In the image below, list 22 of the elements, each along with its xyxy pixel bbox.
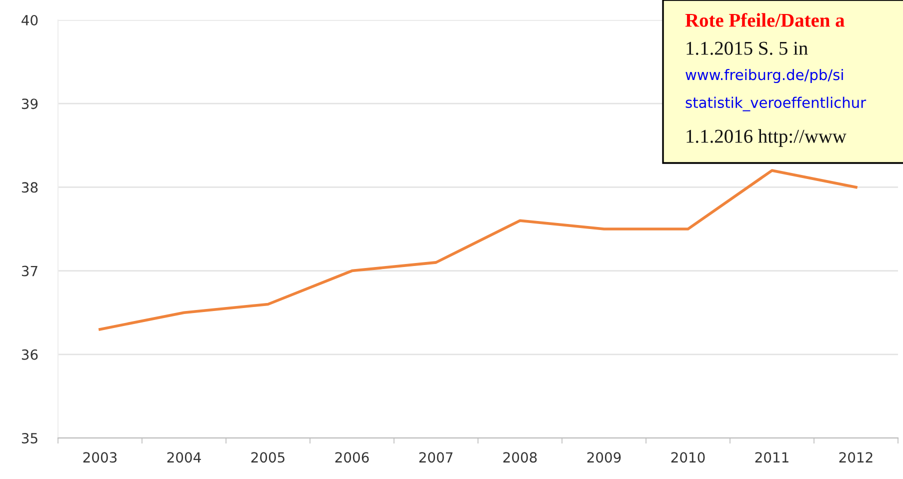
x-tick-label: 2009 [587,452,621,463]
annotation: 1.1.2016 http://www [686,129,846,147]
annotation: statistik_veroeffentlichur [686,96,866,112]
x-tick-label: 2003 [83,452,117,463]
annotation: www.freiburg.de/pb/si [686,68,843,84]
x-tick-label: 2012 [839,452,872,463]
annotation: Rote Pfeile/Daten a [685,12,845,27]
x-tick-label: 2006 [335,452,369,463]
x-tick-label: 2004 [167,452,201,463]
annotation: 1.1.2015 S. 5 in [686,42,808,55]
y-tick-label: 37 [22,266,38,276]
y-tick-label: 40 [22,14,38,26]
x-tick-label: 2010 [671,452,705,463]
y-tick-label: 39 [22,98,38,110]
x-tick-label: 2011 [755,452,788,463]
x-tick-label: 2007 [419,452,452,463]
y-tick-label: 38 [22,182,38,193]
y-tick-label: 35 [22,432,38,444]
y-tick-label: 36 [22,349,38,360]
line-series [98,169,858,331]
x-tick-label: 2008 [503,452,537,463]
x-tick-label: 2005 [251,452,284,463]
